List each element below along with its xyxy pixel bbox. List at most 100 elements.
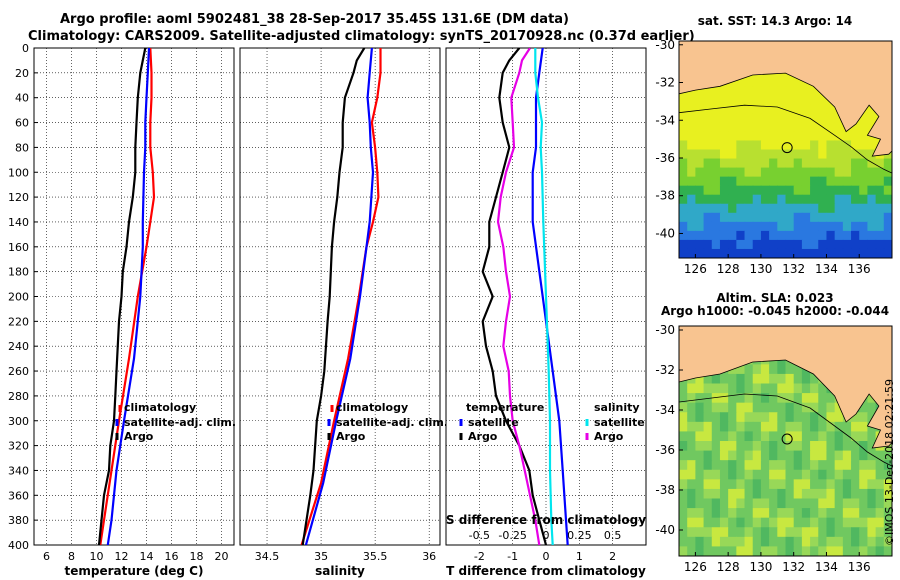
map-pixel [818, 469, 828, 480]
map-pixel [687, 149, 696, 160]
map-pixel [728, 431, 737, 442]
map-pixel [851, 203, 860, 214]
map-pixel [695, 113, 705, 123]
x-tick-label: 2 [609, 550, 616, 563]
map-pixel [785, 113, 795, 123]
map-pixel [736, 212, 746, 223]
map-pixel [818, 95, 828, 105]
map-pixel [744, 546, 754, 556]
argo-location-marker [781, 433, 793, 445]
map-pixel [810, 149, 819, 160]
map-pixel [826, 441, 836, 452]
map-pixel [752, 158, 762, 169]
temperature-panel: 0 20 40 60 80 100 120 140 160 180 200 220 240 260 280 3… [8, 42, 236, 578]
map-y-tick-label: -32 [655, 363, 675, 377]
map-pixel [744, 185, 754, 196]
map-pixel [875, 498, 885, 509]
map-pixel [851, 488, 860, 500]
map-pixel [867, 460, 877, 471]
map-pixel [842, 248, 852, 258]
map-pixel [687, 517, 696, 528]
map-pixel [842, 185, 852, 196]
map-pixel [769, 122, 778, 133]
map-pixel [875, 546, 885, 556]
s-tick-label: 0.25 [567, 529, 592, 542]
map-pixel [703, 479, 713, 490]
map-pixel [801, 140, 811, 151]
map-pixel [744, 113, 754, 123]
map-pixel [859, 167, 869, 178]
map-pixel [744, 402, 754, 413]
map-pixel [883, 230, 892, 241]
map-pixel [760, 527, 770, 538]
map-pixel [875, 248, 885, 258]
map-pixel [679, 176, 688, 187]
map-pixel [826, 498, 836, 509]
map-pixel [801, 393, 811, 404]
map-pixel [785, 176, 795, 187]
map-pixel [875, 230, 885, 241]
map-pixel [687, 212, 696, 223]
map-pixel [752, 546, 762, 556]
map-pixel [851, 536, 860, 548]
map-pixel [728, 421, 737, 433]
map-pixel [703, 527, 713, 538]
map-pixel [826, 239, 836, 250]
map-pixel [695, 421, 705, 433]
map-pixel [793, 383, 803, 394]
map-pixel [703, 460, 713, 471]
map-pixel [679, 412, 688, 423]
map-pixel [785, 158, 795, 169]
map-pixel [711, 149, 721, 160]
map-pixel [859, 431, 869, 442]
map-pixel [810, 185, 819, 196]
map-pixel [867, 176, 877, 187]
map-pixel [851, 248, 860, 258]
map-pixel [801, 113, 811, 123]
map-pixel [801, 441, 811, 452]
map-pixel [777, 176, 787, 187]
map-pixel [719, 508, 729, 519]
map-pixel [810, 176, 819, 187]
map-pixel [826, 479, 836, 490]
map-pixel [875, 194, 885, 205]
map-pixel [867, 122, 877, 133]
map-pixel [826, 431, 836, 442]
legend-salinity-title: salinity [594, 401, 640, 414]
map-pixel [728, 460, 737, 471]
map-x-tick-label: 134 [815, 262, 838, 276]
map-pixel [883, 212, 892, 223]
map-pixel [801, 95, 811, 105]
map-pixel [711, 203, 721, 214]
y-tick-label: 80 [15, 141, 29, 154]
map-pixel [695, 488, 705, 500]
map-pixel [719, 230, 729, 241]
map-pixel [842, 498, 852, 509]
series-climatology [99, 48, 156, 545]
map-pixel [679, 113, 688, 123]
map-pixel [744, 158, 754, 169]
map-pixel [687, 122, 696, 133]
map-pixel [818, 221, 828, 232]
map-pixel [736, 176, 746, 187]
map-pixel [744, 176, 754, 187]
map-pixel [859, 131, 869, 142]
map-pixel [842, 239, 852, 250]
x-tick-label: 12 [115, 550, 129, 563]
map-pixel [719, 479, 729, 490]
map-pixel [695, 131, 705, 142]
map-pixel [810, 450, 819, 461]
map-pixel [793, 421, 803, 433]
depth-contour [679, 393, 892, 467]
map-pixel [769, 230, 778, 241]
map-pixel [695, 104, 705, 114]
map-pixel [728, 239, 737, 250]
map-pixel [826, 113, 836, 123]
map-pixel [719, 517, 729, 528]
map-pixel [834, 239, 844, 250]
map-pixel [695, 122, 705, 133]
map-pixel [793, 441, 803, 452]
map-pixel [703, 517, 713, 528]
map-pixel [760, 412, 770, 423]
map-pixel [736, 412, 746, 423]
